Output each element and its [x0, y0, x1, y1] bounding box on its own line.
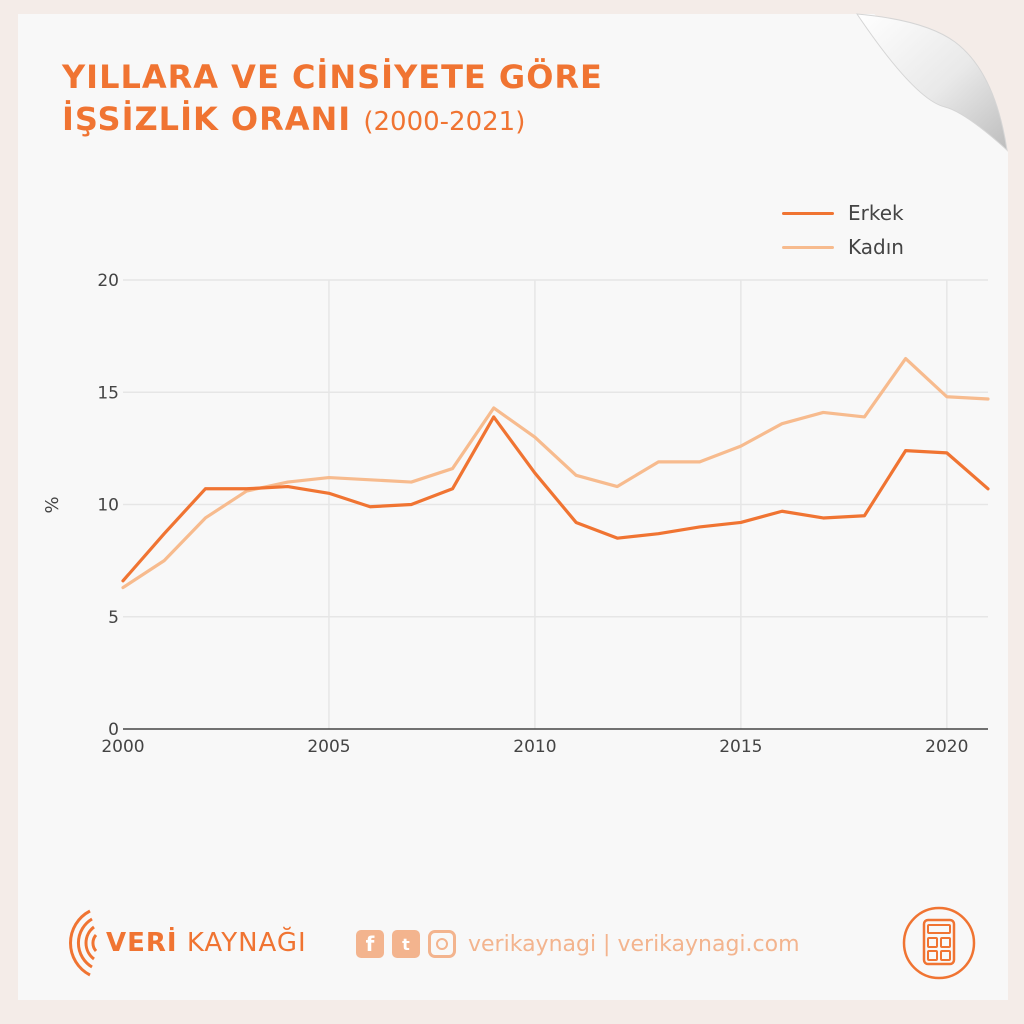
social-handle-text[interactable]: verikaynagi | verikaynagi.com	[468, 931, 800, 957]
x-tick-label: 2020	[925, 737, 968, 757]
brand-name-bold: VERİ	[106, 928, 178, 958]
legend-swatch-erkek	[782, 211, 834, 215]
twitter-icon[interactable]: t	[392, 930, 420, 958]
x-tick-label: 2010	[513, 737, 556, 757]
legend-item-erkek[interactable]: Erkek	[782, 196, 904, 230]
x-tick-label: 2000	[101, 737, 144, 757]
calculator-icon	[902, 906, 976, 980]
legend-item-kadin[interactable]: Kadın	[782, 230, 904, 264]
series-line-erkek	[121, 415, 990, 583]
chart-legend: Erkek Kadın	[782, 196, 904, 264]
facebook-icon[interactable]: f	[356, 930, 384, 958]
title-years: (2000-2021)	[363, 107, 526, 137]
paper-background	[18, 14, 1008, 1000]
legend-label-erkek: Erkek	[848, 201, 904, 225]
legend-swatch-kadin	[782, 245, 834, 249]
brand-logo[interactable]: VERİ KAYNAĞI	[40, 898, 307, 988]
social-links: f t verikaynagi | verikaynagi.com	[356, 930, 800, 958]
title-line-2: İŞSİZLİK ORANI	[62, 100, 352, 138]
instagram-icon[interactable]	[428, 930, 456, 958]
y-axis-label: %	[42, 496, 63, 513]
x-tick-label: 2005	[307, 737, 350, 757]
y-tick-label: 15	[97, 383, 119, 403]
legend-label-kadin: Kadın	[848, 235, 904, 259]
y-tick-label: 0	[108, 720, 119, 740]
brand-name: VERİ KAYNAĞI	[106, 928, 307, 958]
x-tick-label: 2015	[719, 737, 762, 757]
logo-arcs-icon	[68, 909, 98, 977]
y-tick-label: 10	[97, 496, 119, 516]
brand-name-rest: KAYNAĞI	[186, 928, 307, 958]
chart-title: YILLARA VE CİNSİYETE GÖRE İŞSİZLİK ORANI…	[62, 56, 603, 143]
title-line-1: YILLARA VE CİNSİYETE GÖRE	[62, 58, 603, 96]
y-tick-label: 5	[108, 608, 119, 628]
y-tick-label: 20	[97, 271, 119, 291]
